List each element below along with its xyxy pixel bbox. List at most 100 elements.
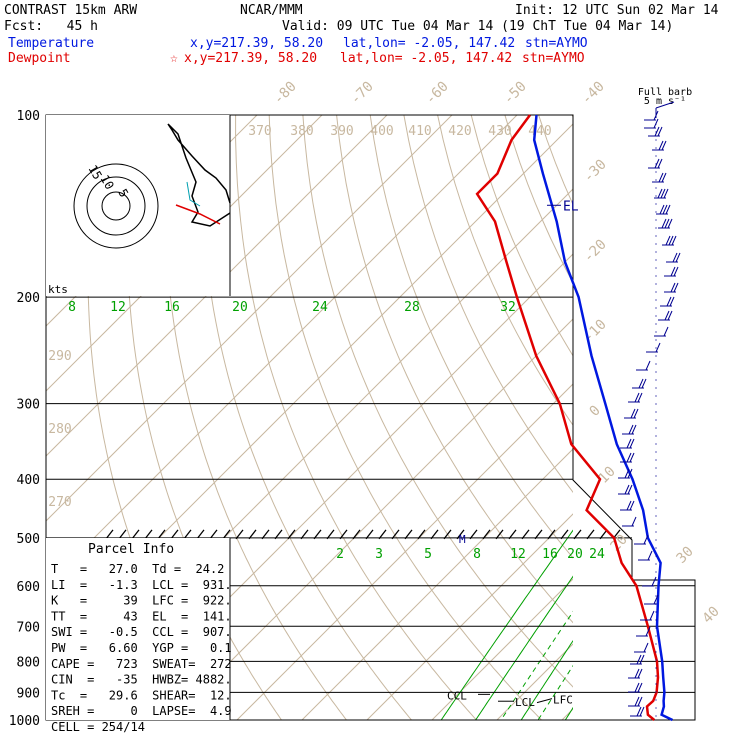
wind-barb-feather (661, 172, 667, 183)
mixing-ratio-label: 20 (567, 547, 583, 562)
hatch-mark (248, 529, 257, 540)
wind-barb-feather (641, 378, 647, 389)
hodograph-ring-label: 10 (97, 173, 116, 193)
parcel-info-row: LI = -1.3 LCL = 931. (51, 578, 232, 592)
hatch-mark (469, 529, 478, 540)
barb-key-label: Full barb (638, 87, 692, 98)
isotherm (692, 115, 740, 720)
mixing-ratio-line (537, 664, 573, 720)
mixing-ratio-label: 24 (312, 300, 328, 315)
wind-barb-feather (629, 452, 635, 463)
pressure-label: 900 (17, 686, 40, 701)
hatch-mark (313, 529, 322, 540)
mixing-ratio-label: 2 (336, 547, 344, 562)
wind-barb-feather (634, 696, 640, 707)
hatch-mark (326, 529, 335, 540)
mixing-ratio-line (708, 297, 740, 720)
wind-barb-feather (639, 654, 645, 665)
parcel-info-row: PW = 6.60 YGP = 0.1 (51, 641, 232, 655)
wind-barb-feather (667, 310, 673, 321)
dry-adiabat (369, 115, 573, 559)
theta-label: 290 (48, 349, 71, 364)
wind-barb-feather (628, 424, 634, 435)
isotherm-label: 40 (700, 604, 723, 627)
isotherm (496, 643, 573, 720)
pressure-label: 1000 (9, 714, 40, 729)
pressure-label: 700 (17, 620, 40, 635)
wind-barb-feather (627, 468, 633, 479)
hodograph-ring (86, 176, 146, 236)
isotherm (627, 115, 740, 720)
wind-barb-feather (634, 392, 640, 403)
wind-barb-feather (655, 342, 661, 353)
hatch-mark (352, 529, 361, 540)
wind-barb-feather (658, 140, 664, 151)
isotherm (236, 383, 573, 720)
parcel-info-row: CELL = 254/14 (51, 720, 145, 734)
hodograph-units-label: kts (48, 283, 68, 296)
wind-barb-feather (639, 706, 645, 717)
temperature-xy: x,y=217.39, 58.20 (190, 36, 324, 51)
wind-barb-feather (626, 438, 632, 449)
pressure-label: 800 (17, 655, 40, 670)
hatch-mark (391, 529, 400, 540)
wind-barb-feather (649, 610, 655, 621)
theta-label: 430 (488, 124, 511, 139)
mixing-ratio-label: 3 (375, 547, 383, 562)
isotherm-label: -80 (271, 79, 300, 108)
mixing-ratio-line (621, 297, 740, 720)
dewpoint-station: stn=AYMO (522, 51, 585, 66)
wind-barb-feather (661, 140, 667, 151)
wind-barb-feather (663, 326, 669, 337)
hodograph-trace (167, 123, 231, 227)
pressure-label: 400 (17, 473, 40, 488)
hatch-mark (560, 529, 569, 540)
theta-label: 410 (408, 124, 431, 139)
dry-adiabats (87, 115, 573, 720)
hatch-mark (573, 529, 582, 540)
wind-barb-feather (663, 188, 669, 199)
theta-label: 390 (330, 124, 353, 139)
hatch-mark (430, 529, 439, 540)
hatch-mark (105, 529, 114, 540)
el-label: EL (563, 199, 579, 214)
dry-adiabat (403, 115, 573, 494)
wind-barb-feather (631, 516, 637, 527)
isotherm-label: -60 (423, 79, 452, 108)
wind-barb-feather (634, 682, 640, 693)
isotherm (561, 708, 573, 720)
wind-barb-feather (665, 204, 671, 215)
mixing-ratio-line (677, 297, 740, 720)
wind-barb-feather (627, 484, 633, 495)
mixing-ratio-line (520, 639, 573, 720)
center-label: NCAR/MMM (240, 3, 303, 18)
wind-barb-feather (675, 252, 681, 263)
hatch-mark (378, 529, 387, 540)
isotherm-label: -20 (581, 237, 610, 266)
theta-label: 370 (248, 124, 271, 139)
isotherm-label: -50 (501, 79, 530, 108)
model-title: CONTRAST 15km ARW (4, 3, 138, 18)
wind-barb-feather (666, 296, 672, 307)
hatch-mark (157, 529, 166, 540)
pressure-label: 200 (17, 291, 40, 306)
forecast-hour: Fcst: 45 h (4, 19, 98, 34)
series-line-temperature (532, 114, 674, 722)
dry-adiabat (470, 115, 573, 357)
hatch-mark (300, 529, 309, 540)
wind-barb-feather (660, 188, 666, 199)
isotherm-label: 0 (587, 403, 604, 420)
theta-label: 270 (48, 495, 71, 510)
wind-barb-feather (634, 668, 640, 679)
pressure-label: 100 (17, 109, 40, 124)
hatch-mark (365, 529, 374, 540)
isotherm (431, 578, 573, 720)
isotherm-label: -40 (579, 79, 608, 108)
hodograph-ring (73, 163, 159, 249)
lfc-label: LFC (553, 694, 573, 707)
dewpoint-legend: Dewpoint (8, 51, 71, 66)
temperature-latlon: lat,lon= -2.05, 147.42 (343, 36, 516, 51)
init-time: Init: 12 UTC Sun 02 Mar 14 (515, 3, 719, 18)
hodograph-trace-cyan (186, 181, 201, 207)
